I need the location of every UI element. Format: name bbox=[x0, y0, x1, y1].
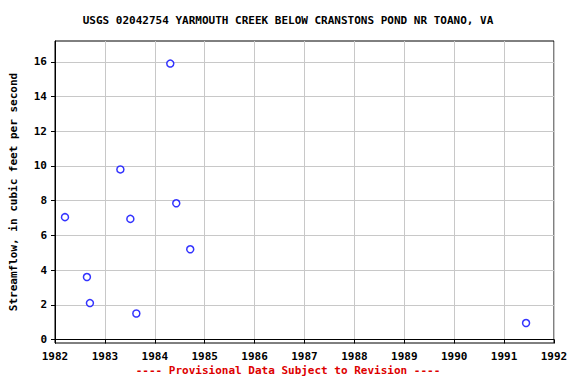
svg-text:1987: 1987 bbox=[291, 350, 318, 363]
svg-text:1983: 1983 bbox=[92, 350, 119, 363]
svg-text:1984: 1984 bbox=[142, 350, 169, 363]
svg-text:USGS 02042754 YARMOUTH CREEK B: USGS 02042754 YARMOUTH CREEK BELOW CRANS… bbox=[83, 14, 494, 27]
svg-text:---- Provisional Data Subject: ---- Provisional Data Subject to Revisio… bbox=[136, 364, 441, 377]
svg-text:6: 6 bbox=[40, 229, 47, 242]
svg-text:10: 10 bbox=[34, 159, 47, 172]
svg-text:1990: 1990 bbox=[441, 350, 468, 363]
svg-text:Streamflow, in cubic feet per: Streamflow, in cubic feet per second bbox=[7, 73, 20, 311]
svg-text:1992: 1992 bbox=[541, 350, 568, 363]
svg-text:1991: 1991 bbox=[491, 350, 518, 363]
svg-text:0: 0 bbox=[40, 333, 47, 346]
svg-text:1986: 1986 bbox=[241, 350, 268, 363]
svg-text:16: 16 bbox=[34, 55, 48, 68]
svg-text:4: 4 bbox=[40, 264, 47, 277]
svg-text:1985: 1985 bbox=[191, 350, 218, 363]
svg-text:14: 14 bbox=[34, 90, 48, 103]
svg-text:12: 12 bbox=[34, 125, 47, 138]
svg-text:2: 2 bbox=[40, 298, 47, 311]
svg-text:8: 8 bbox=[40, 194, 47, 207]
svg-text:1982: 1982 bbox=[42, 350, 69, 363]
svg-text:1988: 1988 bbox=[341, 350, 368, 363]
svg-text:1989: 1989 bbox=[391, 350, 418, 363]
